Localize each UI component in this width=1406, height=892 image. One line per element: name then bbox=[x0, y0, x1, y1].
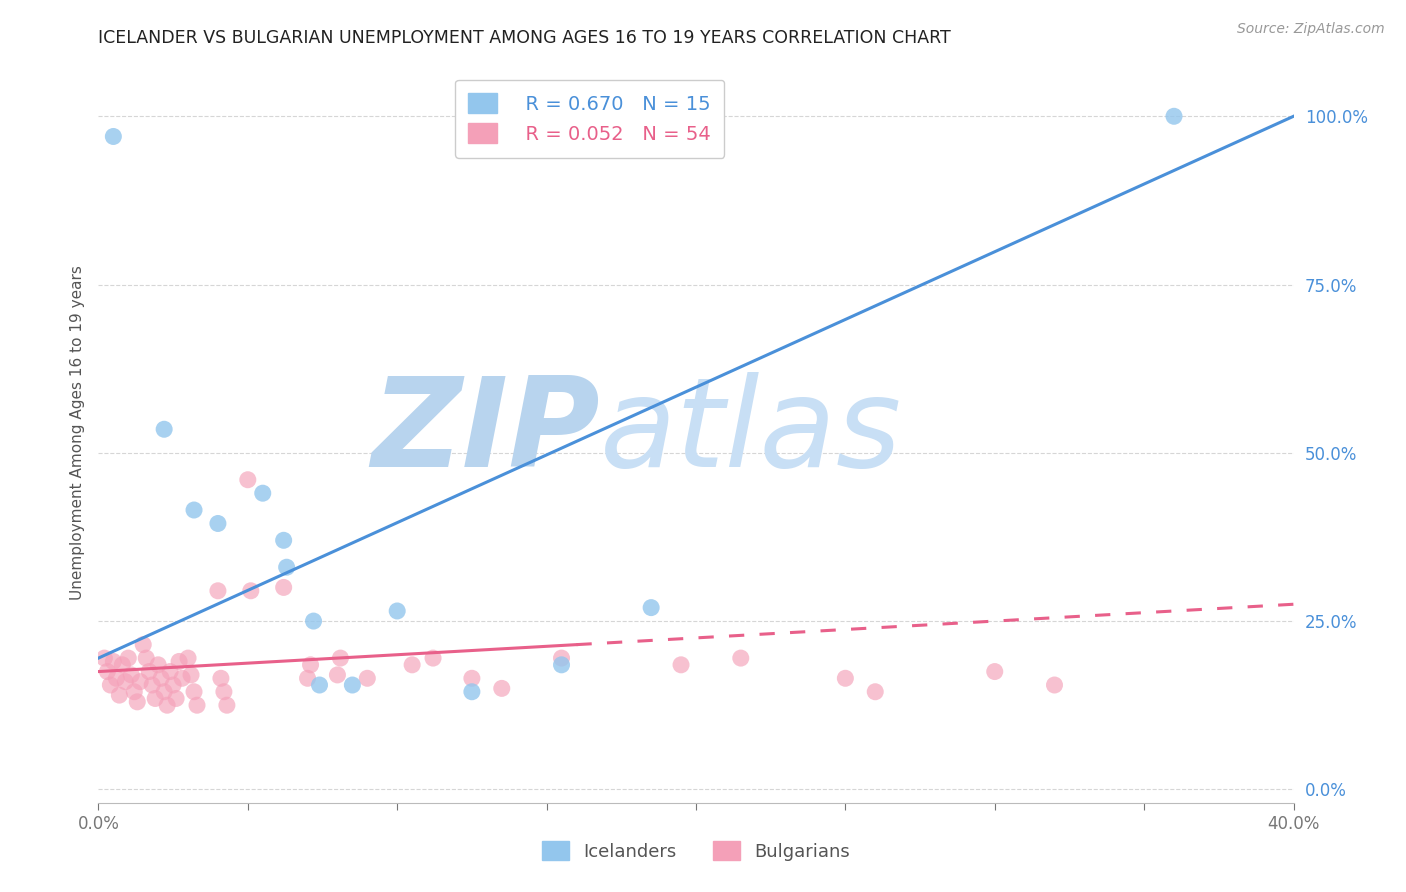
Point bbox=[98, 678, 122, 692]
Point bbox=[491, 681, 513, 696]
Point bbox=[103, 129, 125, 144]
Point bbox=[212, 685, 235, 699]
Point bbox=[308, 678, 330, 692]
Point bbox=[299, 657, 322, 672]
Point bbox=[186, 698, 208, 713]
Point bbox=[239, 583, 262, 598]
Point bbox=[117, 651, 139, 665]
Point bbox=[165, 691, 187, 706]
Point bbox=[96, 665, 118, 679]
Point bbox=[103, 655, 125, 669]
Point bbox=[401, 657, 423, 672]
Point bbox=[550, 651, 572, 665]
Point bbox=[132, 638, 155, 652]
Point bbox=[108, 688, 131, 702]
Point bbox=[640, 600, 662, 615]
Point bbox=[273, 581, 295, 595]
Point bbox=[461, 685, 484, 699]
Point bbox=[180, 668, 202, 682]
Point bbox=[302, 614, 325, 628]
Point bbox=[159, 665, 181, 679]
Point bbox=[209, 671, 232, 685]
Point bbox=[141, 678, 163, 692]
Point bbox=[1163, 109, 1185, 123]
Point bbox=[143, 691, 166, 706]
Point bbox=[252, 486, 274, 500]
Point bbox=[730, 651, 752, 665]
Point bbox=[111, 657, 134, 672]
Point bbox=[276, 560, 298, 574]
Point bbox=[183, 503, 205, 517]
Point bbox=[148, 657, 170, 672]
Point bbox=[1043, 678, 1066, 692]
Point bbox=[120, 668, 142, 682]
Point bbox=[342, 678, 364, 692]
Point bbox=[461, 671, 484, 685]
Point bbox=[236, 473, 259, 487]
Point bbox=[865, 685, 887, 699]
Point bbox=[385, 604, 409, 618]
Point bbox=[162, 678, 184, 692]
Point bbox=[326, 668, 349, 682]
Point bbox=[297, 671, 319, 685]
Point bbox=[422, 651, 444, 665]
Text: ICELANDER VS BULGARIAN UNEMPLOYMENT AMONG AGES 16 TO 19 YEARS CORRELATION CHART: ICELANDER VS BULGARIAN UNEMPLOYMENT AMON… bbox=[98, 29, 952, 47]
Point bbox=[138, 665, 160, 679]
Point bbox=[329, 651, 352, 665]
Point bbox=[207, 516, 229, 531]
Point bbox=[153, 685, 176, 699]
Text: ZIP: ZIP bbox=[371, 372, 600, 493]
Point bbox=[207, 583, 229, 598]
Point bbox=[177, 651, 200, 665]
Point bbox=[356, 671, 378, 685]
Point bbox=[105, 671, 128, 685]
Y-axis label: Unemployment Among Ages 16 to 19 years: Unemployment Among Ages 16 to 19 years bbox=[69, 265, 84, 600]
Legend:   R = 0.670   N = 15,   R = 0.052   N = 54: R = 0.670 N = 15, R = 0.052 N = 54 bbox=[454, 79, 724, 158]
Point bbox=[984, 665, 1007, 679]
Point bbox=[93, 651, 115, 665]
Point bbox=[114, 674, 136, 689]
Point bbox=[167, 655, 190, 669]
Point bbox=[215, 698, 238, 713]
Point bbox=[183, 685, 205, 699]
Text: Source: ZipAtlas.com: Source: ZipAtlas.com bbox=[1237, 22, 1385, 37]
Point bbox=[127, 695, 149, 709]
Point bbox=[273, 533, 295, 548]
Point bbox=[172, 671, 194, 685]
Point bbox=[135, 651, 157, 665]
Text: atlas: atlas bbox=[600, 372, 903, 493]
Point bbox=[153, 422, 176, 436]
Point bbox=[834, 671, 856, 685]
Point bbox=[156, 698, 179, 713]
Point bbox=[129, 674, 152, 689]
Point bbox=[124, 685, 146, 699]
Point bbox=[550, 657, 572, 672]
Point bbox=[669, 657, 692, 672]
Point bbox=[150, 671, 173, 685]
